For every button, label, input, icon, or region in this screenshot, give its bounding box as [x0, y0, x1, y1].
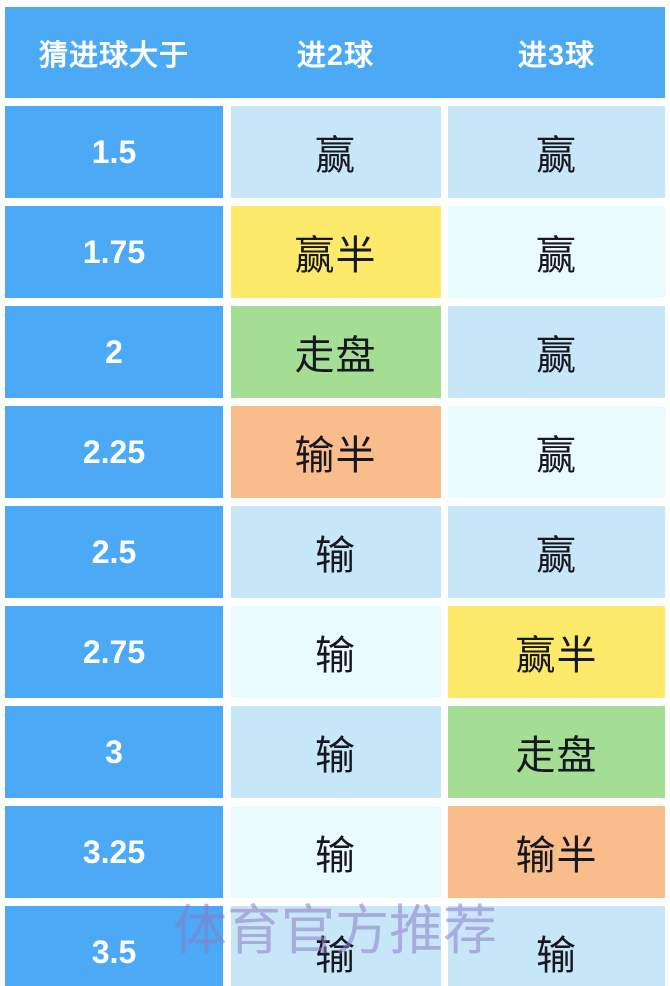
goal2-outcome-cell: 赢半	[230, 206, 441, 298]
goal3-outcome-cell: 输	[448, 906, 665, 986]
handicap-cell: 2	[5, 306, 223, 398]
goal2-outcome-cell: 输	[230, 506, 441, 598]
goal3-outcome-cell: 赢半	[448, 606, 665, 698]
goal2-outcome-cell: 走盘	[230, 306, 441, 398]
header-goal2: 进2球	[296, 39, 375, 72]
handicap-cell: 3	[5, 706, 223, 798]
table-grid: 猜进球大于 进2球 进3球 1.5 赢赢 1.75 赢半赢 2 走盘赢 2.25 输半赢 2.5…	[5, 7, 665, 986]
handicap-cell: 1.5	[5, 106, 223, 198]
goal3-outcome-cell: 赢	[448, 306, 665, 398]
header-handicap: 猜进球大于	[38, 39, 189, 72]
handicap-cell: 2.75	[5, 606, 223, 698]
goal3-outcome-cell: 赢	[448, 106, 665, 198]
goal3-outcome-cell: 赢	[448, 506, 665, 598]
handicap-cell: 1.75	[5, 206, 223, 298]
goal2-outcome-cell: 赢	[230, 106, 441, 198]
goal3-outcome-cell: 赢	[448, 406, 665, 498]
goal2-outcome-cell: 输	[230, 606, 441, 698]
goal2-outcome-cell: 输半	[230, 406, 441, 498]
table-header-row: 猜进球大于 进2球 进3球	[5, 7, 665, 98]
header-goal3: 进3球	[517, 39, 596, 72]
handicap-cell: 3.25	[5, 806, 223, 898]
handicap-cell: 2.25	[5, 406, 223, 498]
goal2-outcome-cell: 输	[230, 906, 441, 986]
goal2-outcome-cell: 输	[230, 706, 441, 798]
handicap-cell: 3.5	[5, 906, 223, 986]
goal3-outcome-cell: 赢	[448, 206, 665, 298]
goal3-outcome-cell: 走盘	[448, 706, 665, 798]
goal3-outcome-cell: 输半	[448, 806, 665, 898]
handicap-cell: 2.5	[5, 506, 223, 598]
goal2-outcome-cell: 输	[230, 806, 441, 898]
